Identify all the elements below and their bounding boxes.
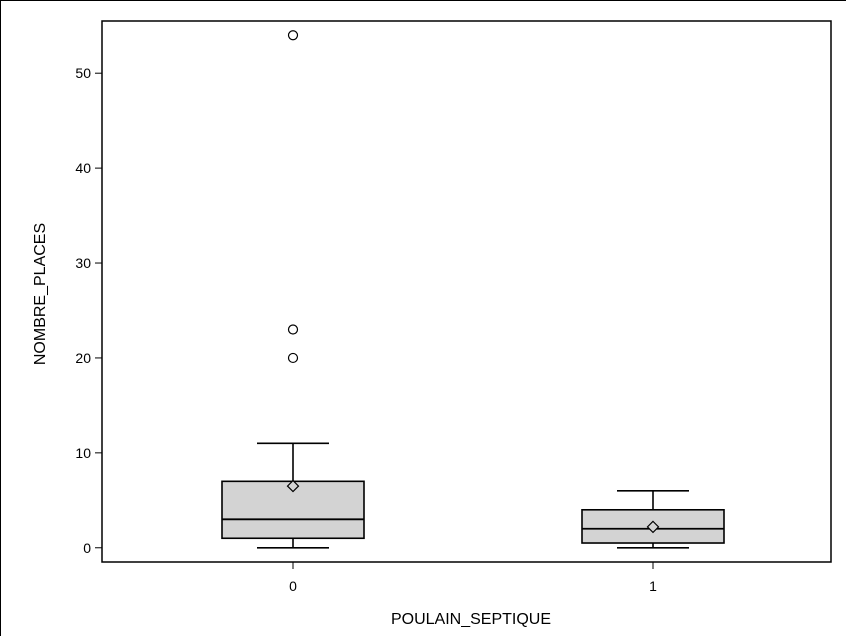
x-tick-label: 0 — [289, 578, 297, 594]
y-tick-label: 40 — [75, 160, 91, 176]
y-tick-label: 30 — [75, 255, 91, 271]
y-tick-label: 0 — [83, 540, 91, 556]
y-tick-label: 50 — [75, 65, 91, 81]
y-tick-label: 20 — [75, 350, 91, 366]
plot-area — [101, 20, 832, 563]
mean-marker — [286, 479, 300, 493]
x-tick-label: 1 — [649, 578, 657, 594]
outlier-point — [287, 352, 299, 364]
y-axis-label: NOMBRE_PLACES — [32, 223, 49, 365]
y-tick-label: 10 — [75, 445, 91, 461]
mean-marker — [646, 520, 660, 534]
x-axis-label: POULAIN_SEPTIQUE — [391, 611, 551, 628]
outlier-point — [287, 30, 299, 41]
outlier-point — [287, 324, 299, 335]
